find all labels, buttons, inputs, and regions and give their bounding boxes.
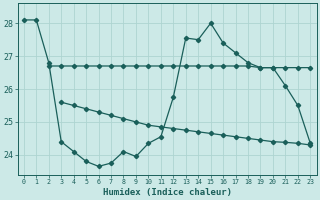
X-axis label: Humidex (Indice chaleur): Humidex (Indice chaleur) xyxy=(103,188,232,197)
